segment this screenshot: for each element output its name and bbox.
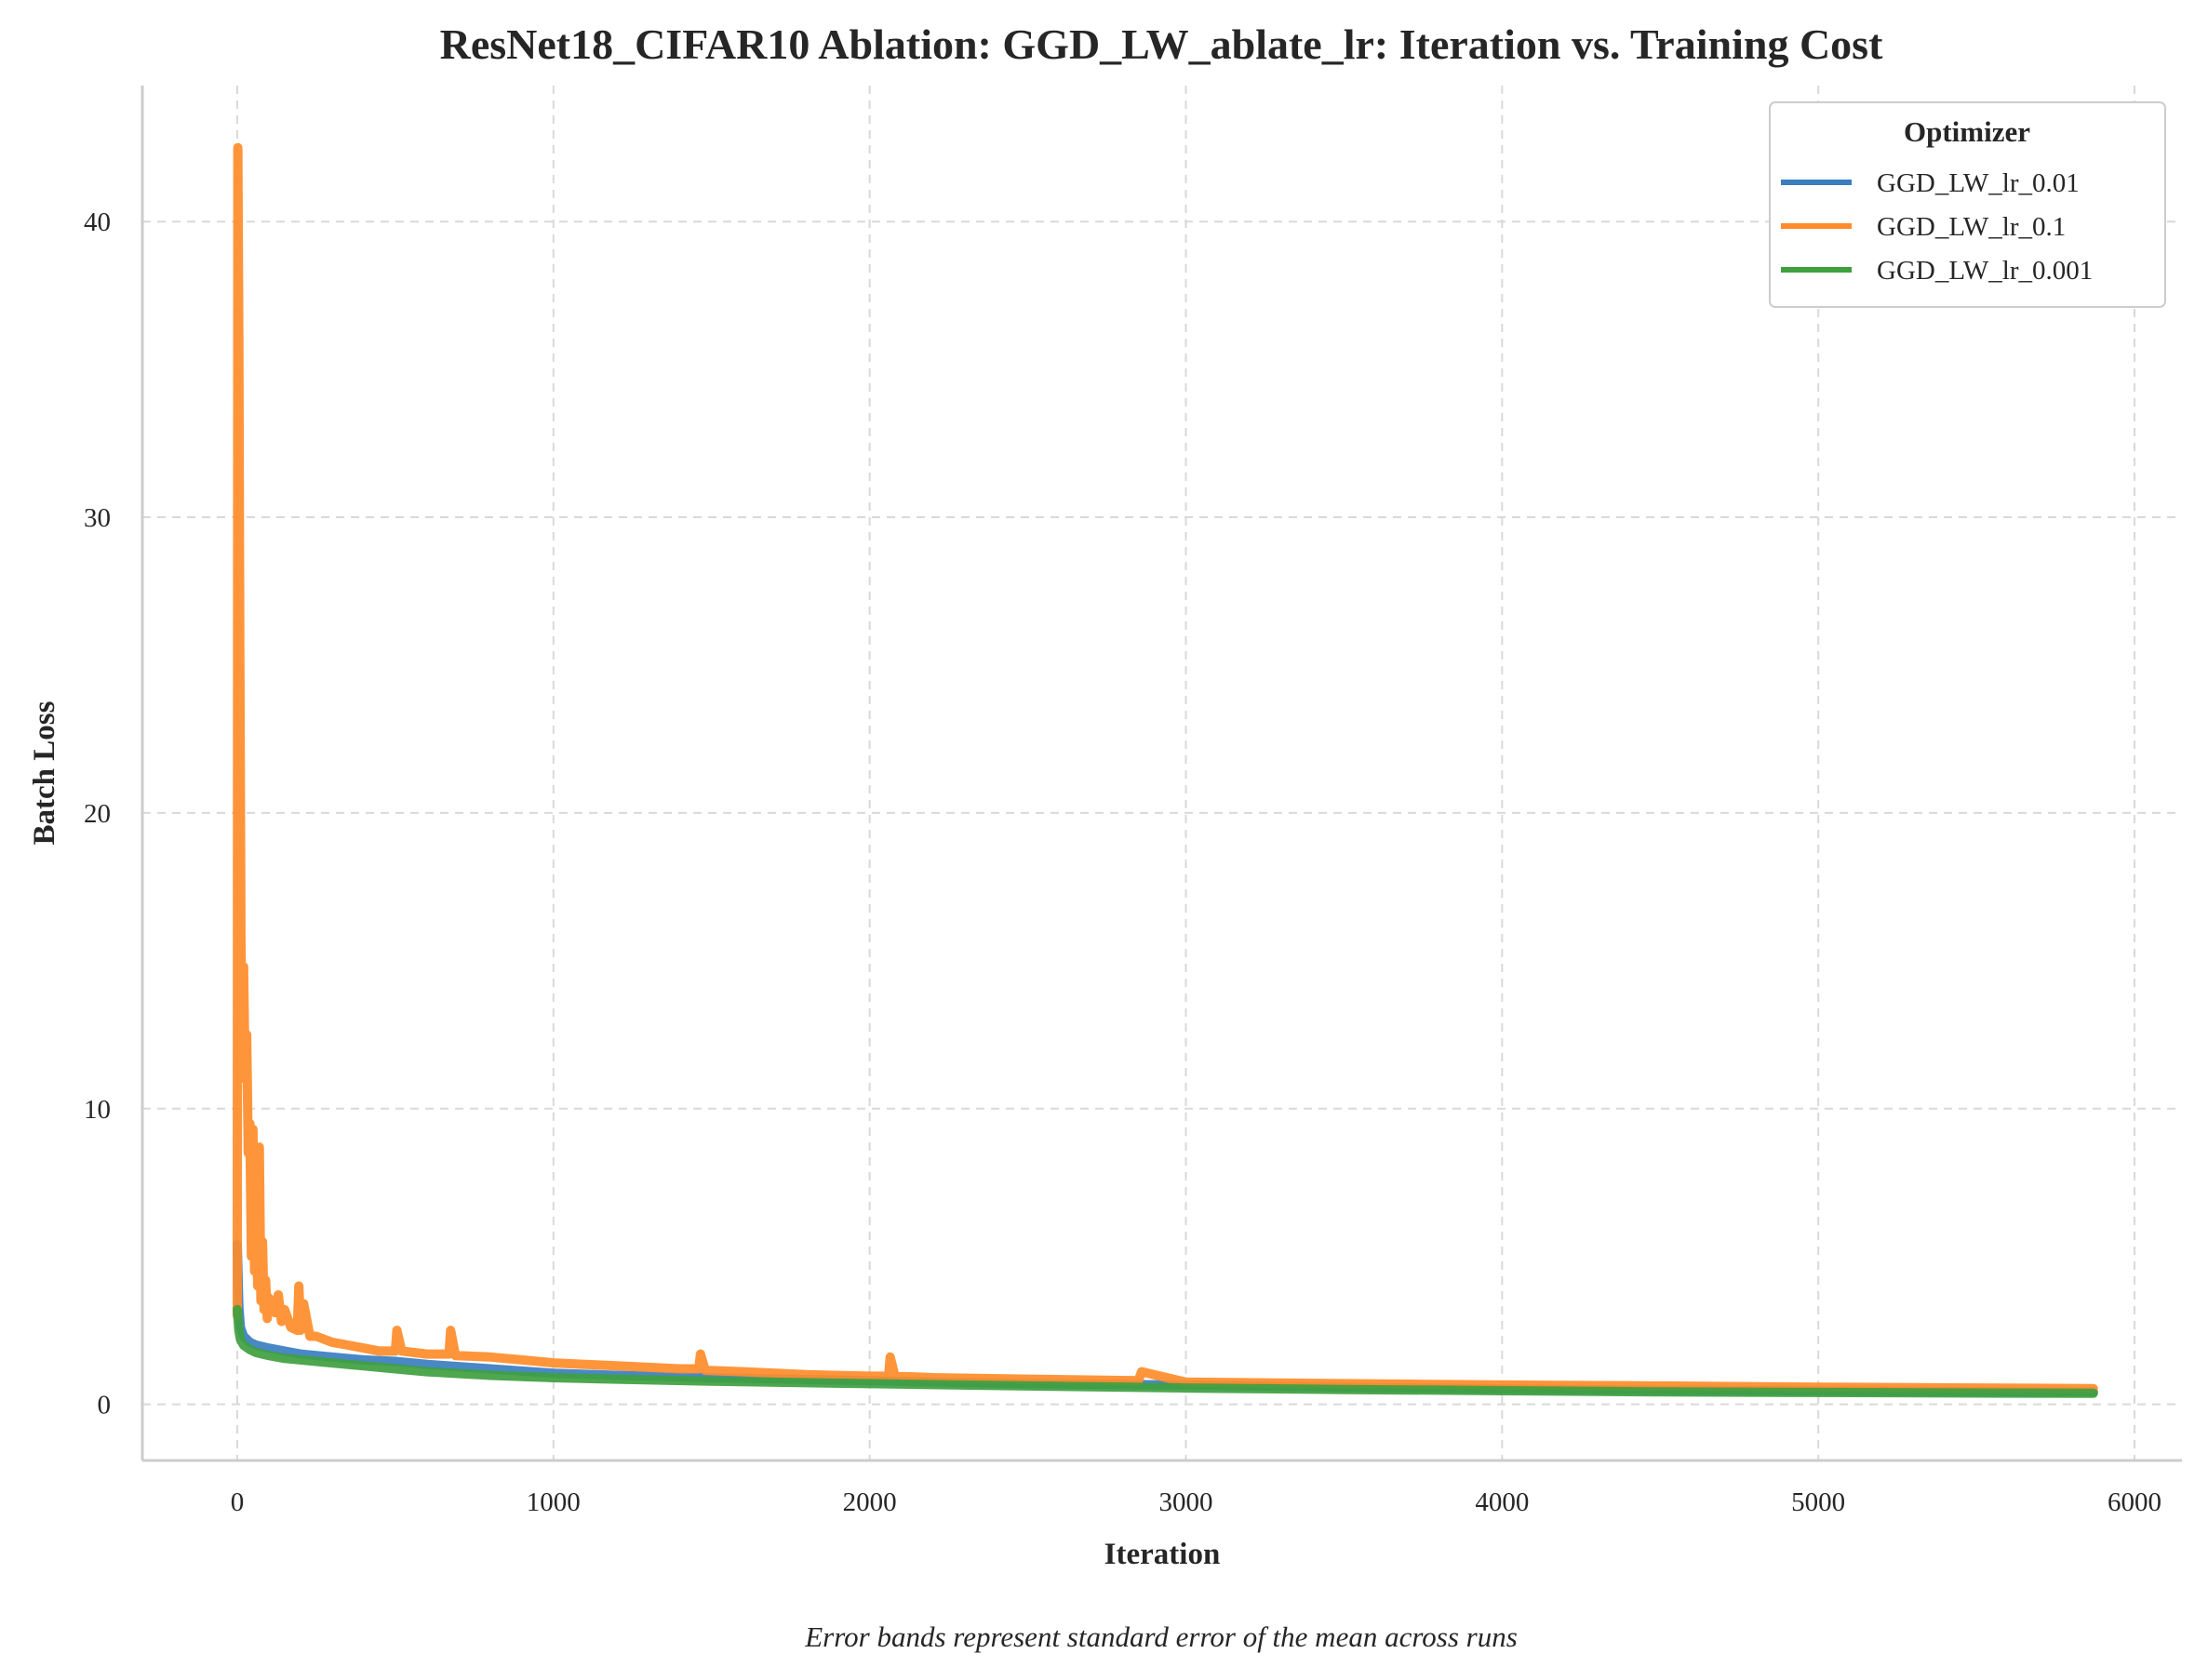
x-tick-label: 4000 <box>1475 1487 1529 1517</box>
series-line-ggd-lw-lr-0-01 <box>233 1240 2098 1397</box>
x-tick-label: 5000 <box>1791 1487 1845 1517</box>
y-tick-label: 30 <box>84 503 111 533</box>
footnote: Error bands represent standard error of … <box>804 1620 1518 1653</box>
x-tick-labels: 0 1000 2000 3000 4000 5000 6000 <box>231 1487 2161 1517</box>
x-tick-label: 3000 <box>1158 1487 1212 1517</box>
series-line-ggd-lw-lr-0-1 <box>233 142 2098 1393</box>
y-axis-label: Batch Loss <box>28 700 61 845</box>
y-tick-label: 10 <box>84 1095 111 1125</box>
grid <box>142 86 2182 1460</box>
legend-label-ggd-lw-lr-0-01: GGD_LW_lr_0.01 <box>1877 168 2080 198</box>
legend-box <box>1769 101 2166 308</box>
x-tick-label: 2000 <box>843 1487 897 1517</box>
x-tick-label: 0 <box>231 1487 245 1517</box>
x-tick-label: 1000 <box>527 1487 581 1517</box>
y-tick-label: 20 <box>84 799 111 829</box>
legend: Optimizer GGD_LW_lr_0.01GGD_LW_lr_0.1GGD… <box>1769 101 2166 308</box>
x-tick-label: 6000 <box>2108 1487 2161 1517</box>
legend-title: Optimizer <box>1904 115 2030 148</box>
y-tick-label: 0 <box>98 1391 112 1420</box>
y-tick-label: 40 <box>84 207 111 237</box>
legend-entries: GGD_LW_lr_0.01 GGD_LW_lr_0.1 GGD_LW_lr_0.0… <box>1781 168 2093 286</box>
y-tick-labels: 0 10 20 30 40 <box>84 207 111 1420</box>
legend-label-ggd-lw-lr-0-001: GGD_LW_lr_0.001 <box>1877 256 2093 286</box>
legend-label-ggd-lw-lr-0-1: GGD_LW_lr_0.1 <box>1877 212 2066 242</box>
series-line-ggd-lw-lr-0-001 <box>233 1304 2098 1398</box>
x-axis-label: Iteration <box>1104 1538 1221 1571</box>
chart-title: ResNet18_CIFAR10 Ablation: GGD_LW_ablate… <box>440 20 1883 68</box>
series-lines <box>233 142 2098 1398</box>
